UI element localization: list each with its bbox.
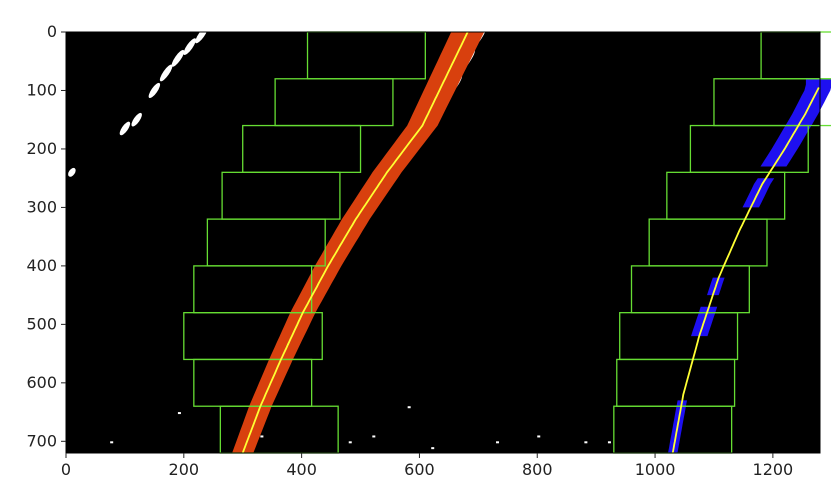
raw-pixel-streak: [131, 112, 142, 127]
raw-pixel-dot: [431, 447, 435, 450]
left-lane-pixels: [232, 32, 485, 453]
raw-pixel-dot: [607, 441, 611, 444]
raw-pixel-streak: [148, 82, 161, 99]
left-fit-line: [241, 31, 469, 454]
x-tick-label: 1000: [635, 460, 676, 479]
plot-frame: [65, 31, 821, 454]
raw-pixel-dot: [260, 435, 264, 438]
x-tick-label: 200: [169, 460, 200, 479]
x-axis: 0 200 400 600 800 1000 1200: [61, 453, 793, 479]
search-window-layer: [183, 31, 831, 454]
y-tick-label: 700: [26, 431, 57, 450]
x-tick-label: 1200: [753, 460, 794, 479]
raw-pixel-dot: [407, 406, 411, 409]
raw-pixel-streak: [171, 49, 185, 67]
y-tick-label: 500: [26, 314, 57, 333]
x-tick-label: 800: [522, 460, 553, 479]
x-tick-label: 400: [286, 460, 317, 479]
raw-pixel-dot: [177, 412, 181, 415]
raw-pixel-streak: [195, 26, 208, 44]
raw-pixel-dot: [496, 441, 500, 444]
x-tick-label: 600: [404, 460, 435, 479]
right-lane-pixels: [760, 78, 831, 167]
raw-pixel-dot: [348, 441, 352, 444]
y-tick-label: 0: [47, 22, 57, 41]
raw-pixel-streak: [183, 38, 196, 55]
y-axis: 0 100 200 300 400 500 600 700: [26, 22, 66, 450]
fit-line-layer: [241, 31, 820, 454]
x-tick-label: 0: [61, 460, 71, 479]
y-tick-label: 600: [26, 373, 57, 392]
right-fit-line: [671, 87, 820, 454]
y-tick-label: 400: [26, 256, 57, 275]
raw-pixel-streak: [159, 64, 173, 82]
raw-pixel-dot: [372, 435, 376, 438]
raw-pixel-streak: [68, 167, 76, 177]
y-tick-label: 200: [26, 139, 57, 158]
raw-pixel-streak: [119, 121, 131, 136]
y-tick-label: 300: [26, 197, 57, 216]
y-tick-label: 100: [26, 80, 57, 99]
raw-pixel-dot: [584, 441, 588, 444]
raw-pixel-dot: [537, 435, 541, 438]
raw-pixel-dot: [110, 441, 114, 444]
